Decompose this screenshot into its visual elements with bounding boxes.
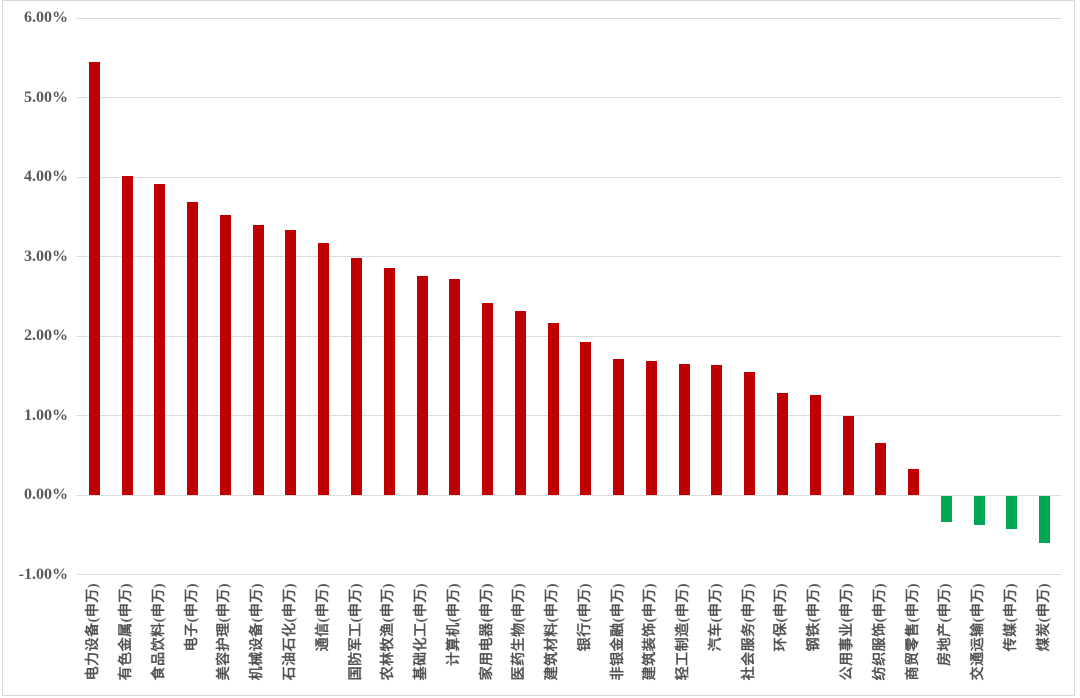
- x-axis-category-label: 交通运输(申万): [971, 583, 987, 681]
- x-axis-category-label: 电力设备(申万): [86, 583, 102, 681]
- x-axis-category-label: 计算机(申万): [446, 583, 462, 666]
- bar: [88, 61, 100, 495]
- x-axis-category-label: 通信(申万): [315, 583, 331, 652]
- bar: [940, 496, 952, 523]
- bar: [121, 176, 133, 495]
- y-gridline: [76, 97, 1061, 98]
- x-axis-category-label: 公用事业(申万): [840, 583, 856, 681]
- bar: [318, 242, 330, 495]
- bar: [875, 443, 887, 495]
- y-gridline: [76, 17, 1061, 19]
- bar: [547, 323, 559, 495]
- bar: [514, 311, 526, 495]
- y-gridline: [76, 415, 1061, 416]
- y-axis-tick-label: 3.00%: [24, 247, 68, 265]
- bar: [776, 393, 788, 495]
- bar: [1006, 496, 1018, 530]
- x-axis-category-label: 汽车(申万): [708, 583, 724, 652]
- y-axis-tick-label: 5.00%: [24, 88, 68, 106]
- y-axis-tick-label: 6.00%: [24, 9, 68, 26]
- x-axis-category-label: 美容护理(申万): [217, 583, 233, 681]
- bar: [613, 359, 625, 495]
- x-axis-category-label: 国防军工(申万): [348, 583, 364, 681]
- x-axis-category-label: 传媒(申万): [1003, 583, 1019, 652]
- y-gridline: [76, 256, 1061, 257]
- x-axis-category-label: 社会服务(申万): [741, 583, 757, 681]
- y-gridline: [76, 176, 1061, 178]
- y-axis-tick-label: 1.00%: [24, 406, 68, 424]
- y-axis-tick-label: -1.00%: [18, 565, 68, 583]
- x-axis-category-label: 机械设备(申万): [250, 583, 266, 681]
- x-axis-category-label: 石油石化(申万): [282, 583, 298, 681]
- bar: [351, 258, 363, 495]
- x-axis-category-label: 农林牧渔(申万): [381, 583, 397, 681]
- x-axis-category-label: 食品饮料(申万): [151, 583, 167, 681]
- bar: [383, 268, 395, 495]
- bar: [416, 275, 428, 495]
- y-gridline: [76, 574, 1061, 575]
- x-axis-category-label: 商贸零售(申万): [905, 583, 921, 681]
- x-axis-category-label: 环保(申万): [774, 583, 790, 652]
- bar: [219, 215, 231, 495]
- x-axis-category-label: 房地产(申万): [938, 583, 954, 666]
- y-gridline: [76, 494, 1061, 496]
- bar: [285, 230, 297, 495]
- x-axis-category-label: 电子(申万): [184, 583, 200, 652]
- bar: [1039, 496, 1051, 543]
- y-axis-tick-label: 4.00%: [24, 168, 68, 185]
- y-axis-tick-label: 0.00%: [24, 486, 68, 503]
- bar: [449, 278, 461, 495]
- bar: [908, 468, 920, 495]
- x-axis-category-label: 有色金属(申万): [119, 583, 135, 681]
- x-axis-category-label: 钢铁(申万): [807, 583, 823, 652]
- bar: [154, 184, 166, 495]
- bar: [187, 202, 199, 495]
- bar: [711, 365, 723, 495]
- x-axis-category-label: 纺织服饰(申万): [872, 583, 888, 681]
- bar: [482, 303, 494, 495]
- bar: [678, 363, 690, 495]
- x-axis-category-label: 建筑材料(申万): [545, 583, 561, 681]
- bar: [973, 496, 985, 525]
- x-axis-category-label: 建筑装饰(申万): [643, 583, 659, 681]
- x-axis-category-label: 煤炭(申万): [1036, 583, 1052, 652]
- bar: [809, 394, 821, 495]
- y-axis-tick-label: 2.00%: [24, 327, 68, 344]
- bar: [580, 342, 592, 495]
- bar: [252, 225, 264, 495]
- x-axis-category-label: 家用电器(申万): [479, 583, 495, 681]
- x-axis-category-label: 医药生物(申万): [512, 583, 528, 681]
- x-axis-category-label: 轻工制造(申万): [676, 583, 692, 681]
- bar: [645, 361, 657, 495]
- x-axis-category-label: 银行(申万): [577, 583, 593, 652]
- y-gridline: [76, 335, 1061, 337]
- bar: [842, 415, 854, 495]
- x-axis-category-label: 基础化工(申万): [414, 583, 430, 681]
- bar: [744, 371, 756, 495]
- x-axis-category-label: 非银金融(申万): [610, 583, 626, 681]
